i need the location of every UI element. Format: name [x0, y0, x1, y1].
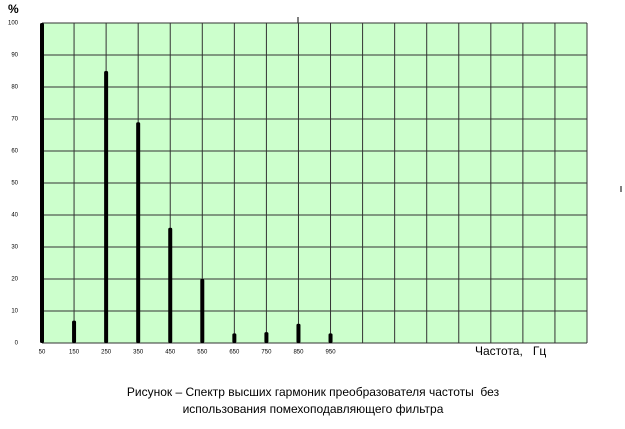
x-tick-label: 350: [133, 350, 144, 356]
y-tick-label: 90: [11, 53, 18, 59]
x-tick-label: 850: [293, 350, 304, 356]
caption: использования помехоподавляющего фильтра: [183, 402, 444, 416]
y-tick-label: 0: [15, 341, 19, 347]
y-tick-label: 50: [11, 181, 18, 187]
y-tick-label: 10: [11, 309, 18, 315]
x-tick-label: 450: [165, 350, 176, 356]
y-tick-label: 60: [11, 149, 18, 155]
x-tick-label: 750: [261, 350, 272, 356]
bar: [200, 279, 205, 343]
x-tick-label: 650: [229, 350, 240, 356]
x-tick-label: 950: [326, 350, 337, 356]
bar: [232, 333, 237, 343]
x-tick-label: 250: [101, 350, 112, 356]
plot: 0 10 20 30 40 50 60 70 80 90 100 50 150 250 350 450 550 6…: [8, 21, 588, 356]
bar: [264, 332, 269, 343]
x-tick-label: 550: [197, 350, 208, 356]
bar: [40, 23, 44, 343]
y-tick-label: 30: [11, 245, 18, 251]
y-tick-label: 80: [11, 85, 18, 91]
caption: Рисунок – Спектр высших гармоник преобра…: [127, 385, 500, 399]
x-tick-label: 50: [39, 350, 46, 356]
x-axis-label: Частота, Гц: [475, 344, 546, 358]
y-axis-label: %: [8, 2, 19, 16]
bar: [104, 71, 109, 343]
y-tick-label: 20: [11, 277, 18, 283]
bar: [72, 320, 77, 343]
bar: [136, 122, 141, 343]
bar: [168, 227, 173, 343]
y-tick-label: 70: [11, 117, 18, 123]
y-tick-label: 40: [11, 213, 18, 219]
x-tick-label: 150: [69, 350, 80, 356]
bar: [328, 333, 333, 343]
y-tick-label: 100: [8, 21, 19, 27]
bar: [296, 323, 301, 343]
